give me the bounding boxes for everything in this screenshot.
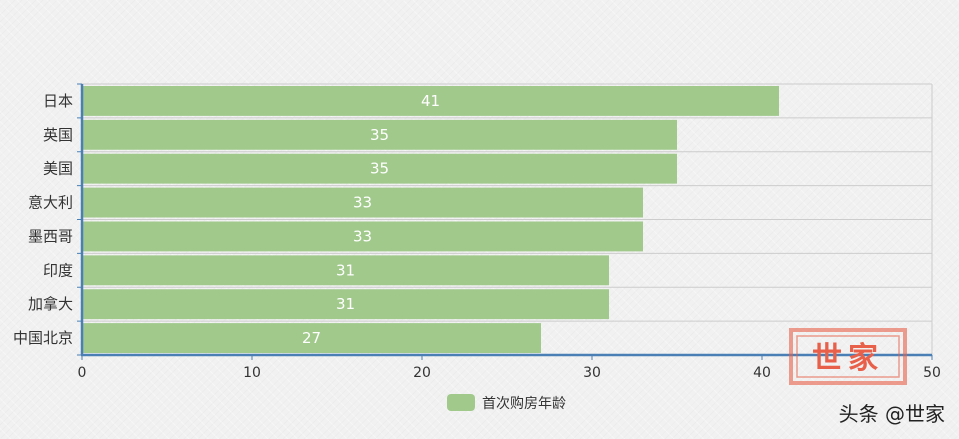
watermark-text: 头条 @世家 <box>839 402 945 426</box>
y-tick-label: 加拿大 <box>28 295 73 313</box>
y-tick-label: 英国 <box>43 126 73 144</box>
legend-swatch <box>447 394 475 411</box>
x-tick-label: 30 <box>583 365 601 381</box>
y-tick-label: 意大利 <box>28 194 73 212</box>
stamp-text: 世家 <box>812 341 884 376</box>
bar-value-label: 33 <box>353 194 372 212</box>
bar-value-label: 35 <box>370 126 389 144</box>
bars <box>83 86 779 353</box>
bar-value-label: 31 <box>336 261 355 279</box>
bar-value-label: 35 <box>370 160 389 178</box>
y-tick-label: 日本 <box>43 92 73 110</box>
bar-labels: 41 35 35 33 33 31 31 27 <box>302 92 440 347</box>
bar <box>83 289 609 320</box>
legend[interactable]: 首次购房年龄 <box>447 394 566 412</box>
bar <box>83 187 643 218</box>
y-tick-label: 印度 <box>43 261 73 279</box>
bar <box>83 153 677 184</box>
bar <box>83 323 541 353</box>
bar-value-label: 33 <box>353 227 372 245</box>
y-tick-label: 美国 <box>43 160 73 178</box>
bar <box>83 255 609 286</box>
x-axis-ticks: 0 10 20 30 40 50 <box>78 355 941 381</box>
x-tick-label: 40 <box>753 365 771 381</box>
bar-value-label: 41 <box>421 92 440 110</box>
x-tick-label: 20 <box>413 365 431 381</box>
x-tick-label: 10 <box>243 365 261 381</box>
stamp-logo: 世家 <box>789 328 907 385</box>
x-tick-label: 50 <box>923 365 941 381</box>
bar <box>83 221 643 252</box>
y-tick-label: 中国北京 <box>13 329 73 347</box>
bar-value-label: 27 <box>302 329 321 347</box>
bar <box>83 119 677 150</box>
bar <box>83 86 779 116</box>
x-tick-label: 0 <box>78 365 87 381</box>
y-tick-label: 墨西哥 <box>28 227 73 245</box>
bar-value-label: 31 <box>336 295 355 313</box>
legend-label: 首次购房年龄 <box>482 396 566 412</box>
